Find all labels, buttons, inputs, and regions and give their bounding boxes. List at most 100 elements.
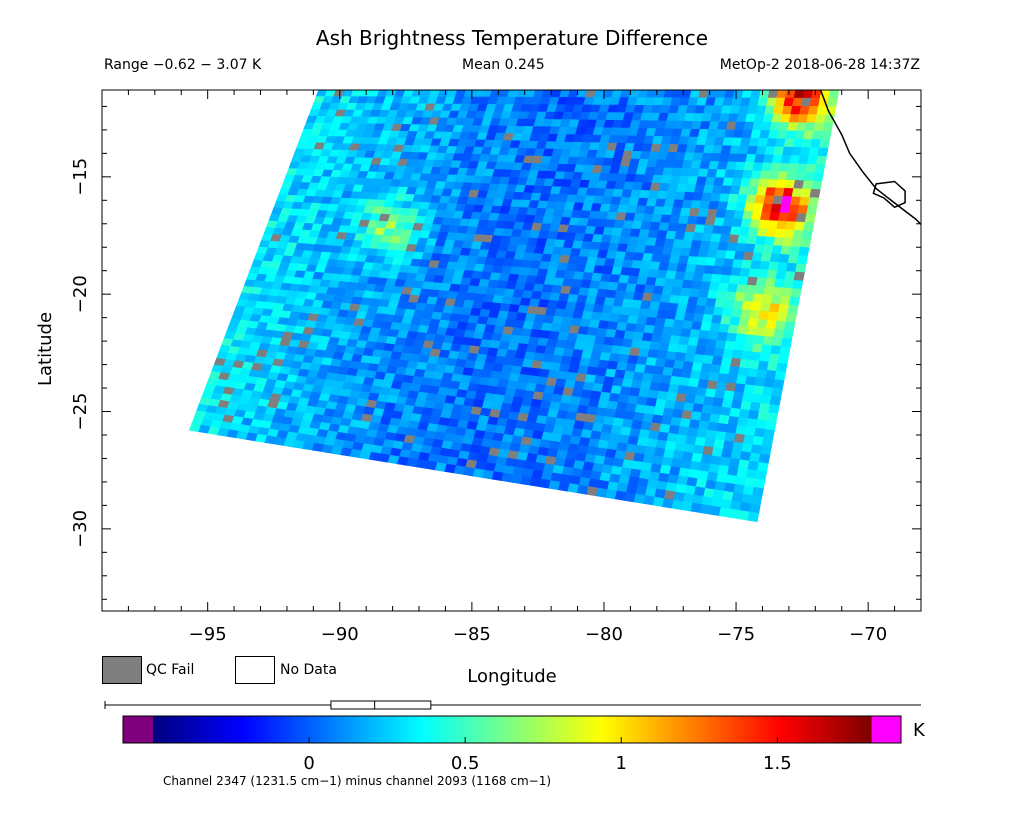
data-pixel	[760, 394, 772, 405]
colorbar-segment	[747, 716, 752, 743]
colorbar-segment	[787, 716, 792, 743]
colorbar-segment	[527, 716, 533, 743]
colorbar-segment	[492, 716, 497, 743]
data-pixel	[718, 507, 731, 518]
colorbar-segment	[791, 716, 796, 743]
data-pixel	[790, 288, 802, 298]
colorbar-segment	[639, 716, 645, 743]
colorbar-segment	[583, 716, 589, 743]
colorbar-segment	[591, 716, 597, 743]
colorbar-segment	[424, 716, 429, 743]
colorbar-segment	[847, 716, 852, 743]
data-pixel	[807, 197, 819, 207]
colorbar-segment	[332, 716, 338, 743]
colorbar-segment	[400, 716, 405, 743]
colorbar-segment	[579, 716, 585, 743]
data-pixel	[820, 131, 832, 141]
data-pixel	[817, 147, 829, 157]
colorbar-segment	[172, 716, 178, 743]
colorbar-segment	[292, 716, 298, 743]
colorbar-segment	[703, 716, 709, 743]
colorbar-segment	[460, 716, 465, 743]
colorbar-segment	[715, 716, 721, 743]
colorbar-segment	[739, 716, 744, 743]
data-pixel	[724, 432, 737, 443]
mean-readout: Mean 0.245	[462, 57, 545, 73]
data-pixel	[812, 172, 824, 182]
colorbar-segment	[519, 716, 525, 743]
data-pixel	[828, 90, 840, 99]
data-pixel	[769, 395, 782, 406]
colorbar-segment	[240, 716, 246, 743]
colorbar-segment	[404, 716, 409, 743]
colorbar-segment	[232, 716, 238, 743]
colorbar-segment	[224, 716, 230, 743]
colorbar-segment	[432, 716, 437, 743]
data-pixel	[796, 255, 808, 265]
data-pixel	[707, 421, 720, 432]
data-pixel	[783, 321, 796, 332]
colorbar-segment	[476, 716, 481, 743]
data-pixel	[752, 435, 764, 447]
colorbar-segment	[535, 716, 541, 743]
colorbar-segment	[835, 716, 840, 743]
satellite-timestamp: MetOp-2 2018-06-28 14:37Z	[719, 57, 920, 73]
colorbar-segment	[296, 716, 302, 743]
colorbar-segment	[631, 716, 637, 743]
colorbar-segment	[667, 716, 673, 743]
data-pixel	[779, 346, 791, 357]
colorbar-segment	[671, 716, 677, 743]
colorbar-segment	[723, 716, 728, 743]
data-pixel	[744, 426, 757, 437]
data-pixel	[716, 422, 729, 433]
colorbar-segment	[416, 716, 421, 743]
colorbar-segment	[567, 716, 573, 743]
colorbar-segment	[815, 716, 820, 743]
data-pixel	[730, 399, 743, 410]
colorbar-segment	[304, 716, 310, 743]
colorbar-segment	[779, 716, 784, 743]
colorbar-segment	[500, 716, 505, 743]
colorbar-segment	[256, 716, 262, 743]
data-pixel	[747, 410, 760, 421]
colorbar-segment	[388, 716, 393, 743]
data-pixel	[761, 437, 774, 448]
data-pixel	[806, 205, 818, 215]
colorbar-segment	[515, 716, 521, 743]
x-tick-label: −90	[321, 624, 359, 645]
colorbar-tick-label: 0.5	[451, 753, 480, 774]
y-axis-label: Latitude	[35, 311, 56, 387]
colorbar-segment	[651, 716, 657, 743]
data-pixel	[768, 404, 780, 415]
data-pixel	[801, 230, 813, 240]
data-pixel	[741, 442, 754, 454]
colorbar-segment	[188, 716, 194, 743]
colorbar-segment	[340, 716, 346, 743]
colorbar-segment	[412, 716, 417, 743]
colorbar-segment	[683, 716, 689, 743]
colorbar-segment	[212, 716, 218, 743]
colorbar-segment	[284, 716, 290, 743]
colorbar-segment	[539, 716, 545, 743]
colorbar-segment	[236, 716, 242, 743]
data-pixel	[740, 400, 752, 411]
data-pixel	[723, 390, 735, 401]
colorbar-segment	[771, 716, 776, 743]
colorbar-segment	[216, 716, 222, 743]
colorbar-segment	[288, 716, 294, 743]
colorbar-segment	[456, 716, 461, 743]
data-pixel	[736, 417, 749, 428]
data-pixel	[777, 354, 790, 365]
colorbar-segment	[711, 716, 717, 743]
colorbar-segment	[807, 716, 812, 743]
colorbar-segment	[659, 716, 665, 743]
data-pixel	[788, 296, 801, 307]
colorbar-segment	[496, 716, 501, 743]
colorbar-tick-label: 1	[616, 753, 627, 774]
colorbar-segment	[396, 716, 401, 743]
data-pixel	[755, 419, 768, 430]
data-pixel	[822, 122, 834, 132]
data-pixel	[810, 180, 823, 191]
colorbar-segment	[855, 716, 860, 743]
data-pixel	[791, 279, 804, 290]
